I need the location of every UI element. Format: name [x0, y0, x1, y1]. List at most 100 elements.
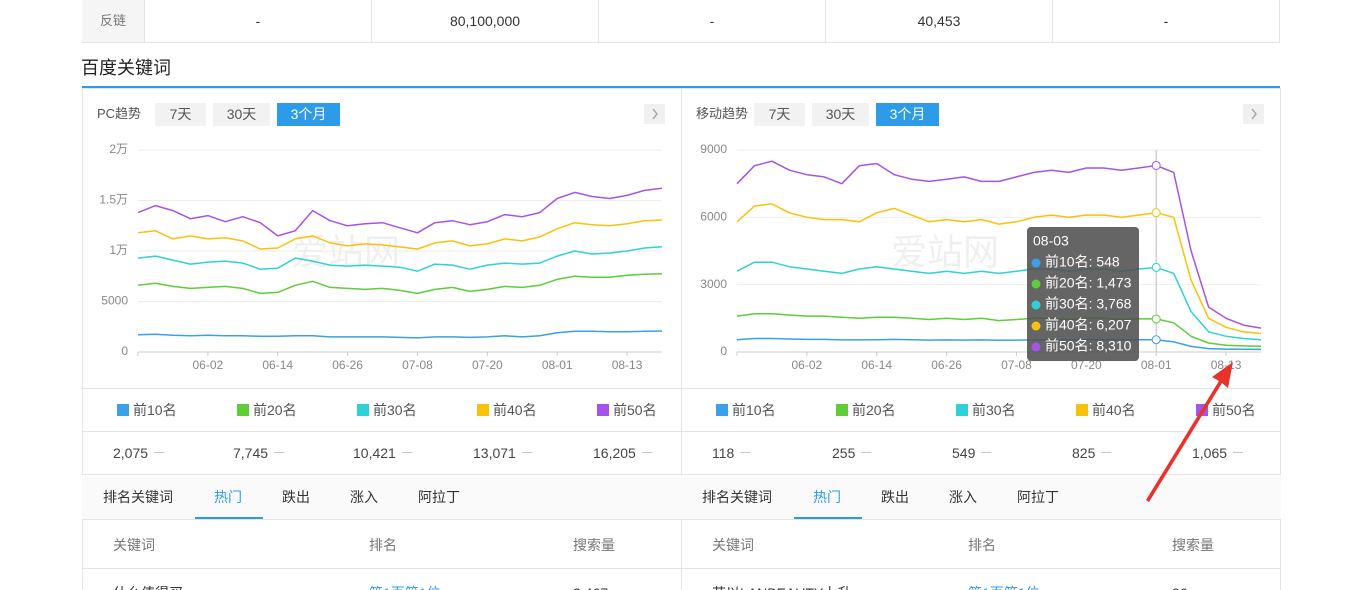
row-rule: [82, 568, 682, 569]
x-tick-label: 07-08: [402, 358, 433, 372]
subtab-active: [794, 517, 862, 519]
trend-dash: —: [1101, 447, 1112, 458]
latest-value: 118: [712, 445, 735, 461]
latest-value: 7,745: [233, 445, 269, 461]
series-line: [736, 203, 1262, 335]
subtab[interactable]: 跌出: [881, 489, 909, 505]
series-line: [736, 261, 1262, 341]
legend-swatch: [836, 404, 848, 416]
tooltip-item: 前30名: 3,768: [1045, 296, 1132, 312]
x-tick-label: 08-13: [612, 358, 643, 372]
tooltip-item: 前20名: 1,473: [1045, 275, 1132, 291]
trend-dash: —: [274, 447, 285, 458]
cell: 艾以LANBEAUTY上升: [712, 584, 851, 590]
series-line: [137, 330, 663, 339]
subtab[interactable]: 跌出: [282, 489, 310, 505]
tooltip: 08-03 前10名: 548 前20名: 1,473 前30名: 3,768 前40名…: [1027, 227, 1139, 361]
panel-title: 移动趋势: [696, 106, 749, 121]
cell[interactable]: 第1页第1位: [369, 584, 441, 590]
legend-label: 前10名: [732, 402, 776, 418]
subtab-active: [195, 517, 263, 519]
tooltip-item: 前50名: 8,310: [1045, 338, 1132, 354]
x-tick-label: 08-01: [1141, 358, 1172, 372]
subtab-row: [82, 474, 682, 520]
hover-point: [1151, 314, 1161, 324]
legend-label: 前30名: [373, 402, 417, 418]
next-button[interactable]: [1243, 104, 1264, 124]
tooltip-dot: [1031, 321, 1041, 331]
trend-dash: —: [521, 447, 532, 458]
legend-label: 前40名: [1092, 402, 1136, 418]
hover-point: [1151, 335, 1161, 345]
table-cell: -: [145, 0, 372, 42]
legend-swatch: [956, 404, 968, 416]
series-line: [736, 160, 1262, 329]
legend-swatch: [716, 404, 728, 416]
subtab-row: [681, 474, 1281, 520]
y-tick-label: 2万: [109, 142, 128, 156]
latest-value: 549: [952, 445, 976, 461]
tooltip-dot: [1031, 342, 1041, 352]
cell: 什么值得买: [113, 584, 183, 590]
subtab[interactable]: 涨入: [949, 489, 977, 505]
tooltip-box: [1027, 227, 1139, 361]
trend-dash: —: [641, 447, 652, 458]
range-tab[interactable]: 30天: [812, 103, 869, 126]
section-title: 百度关键词: [81, 58, 171, 78]
trend-dash: —: [740, 447, 751, 458]
chevron: [1251, 108, 1257, 120]
range-tab[interactable]: 7天: [155, 103, 206, 126]
x-tick-label: 07-08: [1001, 358, 1032, 372]
legend-label: 前30名: [972, 402, 1016, 418]
legend-swatch: [357, 404, 369, 416]
y-tick-label: 0: [720, 344, 727, 358]
y-tick-label: 6000: [700, 210, 727, 224]
next-button[interactable]: [644, 104, 665, 124]
table-cell: 80,100,000: [372, 0, 599, 42]
range-tab[interactable]: 3个月: [876, 103, 939, 126]
latest-value: 16,205: [593, 445, 636, 461]
range-tab[interactable]: 7天: [754, 103, 805, 126]
series-line: [736, 313, 1262, 348]
legend-swatch: [477, 404, 489, 416]
range-tab[interactable]: 3个月: [277, 103, 340, 126]
latest-value: 1,065: [1192, 445, 1228, 461]
legend-label: 前50名: [1212, 402, 1256, 418]
column-header: 搜索量: [1172, 537, 1214, 553]
subtab[interactable]: 阿拉丁: [418, 489, 460, 505]
legend-row: [82, 388, 682, 389]
column-header: 搜索量: [573, 537, 615, 553]
y-tick-label: 1.5万: [99, 193, 128, 207]
y-tick-label: 5000: [101, 294, 128, 308]
legend-swatch: [237, 404, 249, 416]
tooltip-title: 08-03: [1033, 233, 1069, 249]
x-tick-label: 08-13: [1211, 358, 1242, 372]
x-tick-label: 06-02: [193, 358, 224, 372]
subtab[interactable]: 排名关键词: [702, 489, 772, 505]
x-tick-label: 07-20: [1071, 358, 1102, 372]
legend-swatch: [117, 404, 129, 416]
hover-point: [1151, 262, 1161, 272]
trend-dash: —: [401, 447, 412, 458]
hover-point: [1151, 208, 1161, 218]
x-tick-label: 06-14: [861, 358, 892, 372]
tooltip-item: 前40名: 6,207: [1045, 317, 1132, 333]
x-tick-label: 06-26: [931, 358, 962, 372]
y-tick-label: 3000: [700, 277, 727, 291]
range-tab[interactable]: 30天: [213, 103, 270, 126]
latest-value: 13,071: [473, 445, 516, 461]
subtab[interactable]: 热门: [813, 489, 841, 505]
legend-swatch: [597, 404, 609, 416]
series-line: [137, 187, 663, 237]
legend-label: 前40名: [493, 402, 537, 418]
trend-dash: —: [154, 447, 165, 458]
chevron: [652, 108, 658, 120]
subtab[interactable]: 阿拉丁: [1017, 489, 1059, 505]
subtab[interactable]: 排名关键词: [103, 489, 173, 505]
cell[interactable]: 第1页第1位: [968, 584, 1040, 590]
subtab[interactable]: 热门: [214, 489, 242, 505]
subtab[interactable]: 涨入: [350, 489, 378, 505]
hover-point: [1151, 160, 1161, 170]
